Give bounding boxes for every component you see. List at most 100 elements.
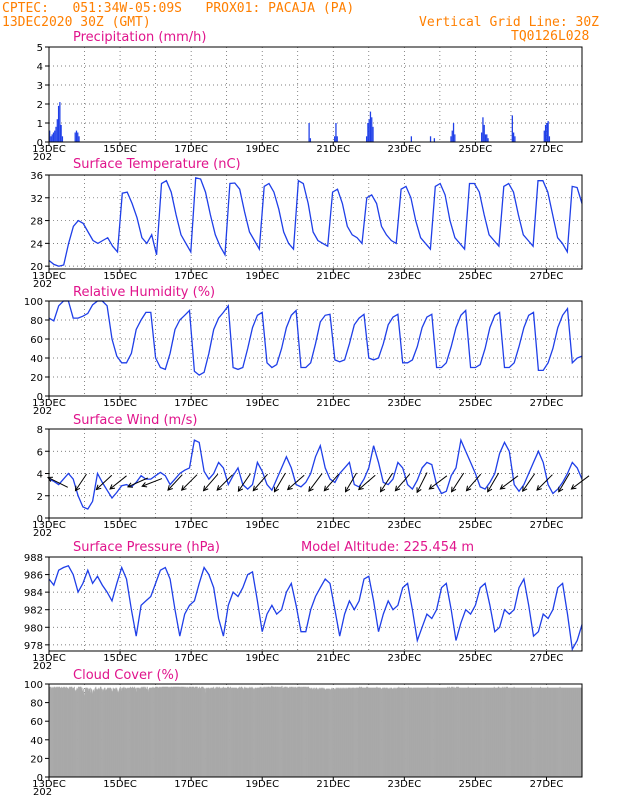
cloud-bar [384, 687, 386, 777]
cloud-bar [558, 687, 559, 777]
cloud-bar [260, 686, 262, 777]
cloud-bar [93, 690, 95, 777]
x-tick-label: 25DEC [459, 398, 493, 409]
cloud-bar [62, 687, 64, 777]
cloud-bar [50, 687, 51, 777]
cloud-bar [439, 687, 441, 777]
cloud-bar [176, 686, 178, 777]
precip-bar [410, 136, 413, 142]
cloud-bar [51, 688, 52, 777]
x-tick-label: 13DEC [32, 779, 66, 790]
wind-arrow-shaft [274, 472, 286, 493]
cloud-bar [438, 687, 440, 777]
cloud-bar [493, 686, 495, 777]
cloud-bar [503, 687, 505, 777]
cloud-bar [378, 687, 380, 777]
cloud-bar [440, 687, 442, 777]
cloud-bar [53, 687, 54, 777]
cloud-bar [540, 687, 542, 777]
cloud-bar [167, 686, 169, 777]
cloud-bar [327, 688, 329, 777]
cloud-bar [373, 687, 375, 777]
cloud-bar [50, 686, 52, 777]
cloud-bar [539, 687, 541, 777]
cloud-bar [191, 686, 193, 777]
cloud-bar [176, 686, 177, 777]
cloud-bar [440, 687, 442, 777]
cloud-bar [228, 687, 230, 777]
x-tick-label: 21DEC [316, 653, 350, 664]
cloud-bar [364, 687, 366, 777]
cloud-bar [184, 686, 186, 777]
cloud-bar [490, 687, 492, 777]
cloud-bar [190, 687, 192, 777]
cloud-bar [367, 687, 369, 777]
cloud-bar [181, 686, 183, 777]
cloud-bar [290, 686, 292, 777]
cloud-bar [388, 687, 390, 777]
cloud-bar [81, 688, 83, 777]
precip-bar [56, 119, 58, 142]
precip-bar [486, 134, 488, 142]
cloud-bar [371, 687, 373, 777]
cloud-bar [152, 686, 154, 777]
cloud-bar [294, 686, 296, 777]
cloud-bar [218, 686, 220, 777]
cloud-bar [274, 686, 276, 777]
cloud-bar [505, 687, 507, 777]
cloud-bar [225, 688, 227, 777]
cloud-bar [463, 687, 465, 777]
cloud-bar [202, 686, 204, 777]
cloud-bar [163, 686, 165, 777]
cloud-bar [94, 687, 96, 777]
cloud-bar [60, 687, 62, 777]
y-tick-label: 0 [37, 138, 43, 149]
cloud-bar [468, 687, 470, 777]
y-tick-label: 0 [37, 514, 43, 525]
cloud-bar [92, 691, 94, 777]
cloud-bar [471, 687, 473, 777]
y-tick-label: 36 [30, 171, 43, 182]
cloud-bar [51, 687, 53, 777]
cloud-bar [373, 687, 375, 777]
x-tick-label: 13DEC [32, 144, 66, 155]
cloud-bar [351, 688, 353, 777]
cloud-bar [162, 686, 164, 777]
cloud-bar [172, 686, 174, 777]
cloud-bar [203, 687, 205, 777]
cloud-bar [554, 687, 556, 777]
cloud-bar [343, 687, 345, 777]
cloud-bar [501, 687, 503, 777]
panel-title: Cloud Cover (%) [73, 668, 179, 683]
cloud-bar [545, 687, 547, 777]
cloud-bar [288, 687, 290, 777]
cloud-bar [194, 686, 196, 777]
cloud-bar [459, 687, 460, 777]
cloud-bar [133, 687, 135, 777]
cloud-bar [340, 687, 342, 777]
cloud-bar [100, 686, 102, 777]
cloud-bar [555, 687, 557, 777]
cloud-bar [190, 686, 192, 777]
cloud-bar [70, 686, 72, 777]
cloud-bar [506, 686, 507, 777]
cloud-bar [155, 686, 157, 777]
cloud-bar [169, 687, 171, 777]
cloud-bar [434, 687, 435, 777]
precip-bar [548, 136, 551, 142]
cloud-bar [169, 686, 171, 777]
cloud-bar [376, 686, 378, 777]
cloud-bar [542, 687, 544, 777]
cloud-bar [310, 688, 312, 777]
cloud-bar [456, 687, 458, 777]
cloud-bar [418, 687, 420, 777]
cloud-bar [366, 687, 368, 777]
cloud-bar [541, 687, 543, 777]
series-line [48, 176, 583, 267]
cloud-bar [91, 689, 93, 777]
precip-bar [308, 123, 310, 142]
cloud-bar [483, 687, 485, 777]
cloud-bar [64, 687, 66, 777]
cloud-bar [298, 686, 300, 777]
cloud-bar [538, 687, 540, 777]
